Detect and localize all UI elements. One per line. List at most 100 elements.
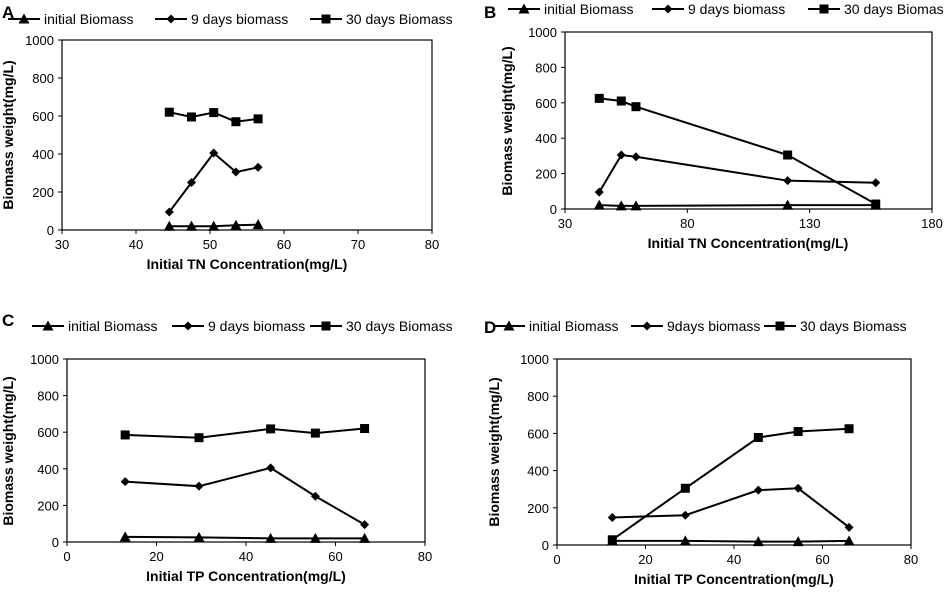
data-point-diamond xyxy=(594,187,604,197)
legend-marker-diamond xyxy=(183,321,193,331)
data-point-diamond xyxy=(753,485,763,495)
series-line-square xyxy=(611,427,850,541)
y-tick-label: 400 xyxy=(527,464,549,479)
legend-label: 30 days Biomass xyxy=(346,11,453,27)
legend-marker-diamond xyxy=(166,14,176,24)
data-point-diamond xyxy=(164,207,174,217)
x-tick-label: 0 xyxy=(553,552,560,567)
y-tick-label: 800 xyxy=(535,60,557,75)
x-axis-label: Initial TN Concentration(mg/L) xyxy=(648,235,849,251)
data-point-square xyxy=(187,112,196,122)
data-point-diamond xyxy=(680,510,690,520)
data-point-diamond xyxy=(209,148,219,158)
data-point-triangle xyxy=(679,535,691,546)
y-tick-label: 400 xyxy=(535,131,557,146)
data-point-square xyxy=(844,424,854,434)
data-point-triangle xyxy=(359,532,371,543)
data-point-square xyxy=(594,93,604,103)
x-tick-label: 20 xyxy=(149,549,163,564)
data-point-diamond xyxy=(231,167,241,177)
data-point-diamond xyxy=(607,512,617,522)
data-point-square xyxy=(793,427,803,437)
x-axis-label: Initial TP Concentration(mg/L) xyxy=(634,571,834,587)
x-tick-label: 20 xyxy=(638,552,652,567)
data-point-triangle xyxy=(630,200,642,211)
data-point-diamond xyxy=(310,491,320,501)
data-point-triangle xyxy=(230,219,242,230)
series-line-diamond xyxy=(168,151,259,213)
data-point-square xyxy=(164,107,174,117)
legend-label: 9 days biomass xyxy=(191,11,288,27)
data-point-square xyxy=(253,114,263,124)
data-point-diamond xyxy=(793,483,803,493)
legend-label: 9days biomass xyxy=(667,318,760,334)
data-point-square xyxy=(631,102,641,112)
y-axis-label: Biomass weight(mg/L) xyxy=(0,60,16,209)
data-point-square xyxy=(231,117,241,127)
y-tick-label: 200 xyxy=(32,185,54,200)
y-tick-label: 1000 xyxy=(25,33,54,48)
data-point-triangle xyxy=(186,220,197,231)
data-point-square xyxy=(360,424,370,434)
data-point-square xyxy=(607,535,617,545)
panel-letter: A xyxy=(2,3,14,22)
y-axis-label: Biomass weight(mg/L) xyxy=(499,46,515,195)
y-tick-label: 800 xyxy=(32,71,54,86)
x-tick-label: 80 xyxy=(425,237,439,252)
y-tick-label: 600 xyxy=(32,109,54,124)
series-line-triangle xyxy=(125,535,365,540)
y-tick-label: 0 xyxy=(550,202,557,217)
data-point-triangle xyxy=(782,199,794,210)
legend-label: 9 days biomass xyxy=(208,318,305,334)
panel-letter: B xyxy=(484,3,496,22)
data-point-triangle xyxy=(208,220,220,231)
data-point-diamond xyxy=(844,522,854,532)
x-tick-label: 70 xyxy=(351,237,365,252)
legend-label: initial Biomass xyxy=(68,318,157,334)
legend-marker-diamond xyxy=(642,321,652,331)
x-tick-label: 60 xyxy=(328,549,342,564)
data-point-triangle xyxy=(193,531,205,542)
legend-label: initial Biomass xyxy=(544,1,633,17)
data-point-square xyxy=(680,483,690,493)
y-tick-label: 400 xyxy=(32,147,54,162)
x-tick-label: 80 xyxy=(418,549,432,564)
panel-letter: D xyxy=(484,318,496,337)
legend-marker-square xyxy=(819,4,829,14)
data-point-diamond xyxy=(360,520,370,530)
x-tick-label: 0 xyxy=(63,549,70,564)
plot-frame xyxy=(66,358,426,543)
y-tick-label: 600 xyxy=(37,425,59,440)
y-tick-label: 0 xyxy=(52,535,59,550)
x-tick-label: 80 xyxy=(680,216,694,231)
legend-marker-triangle xyxy=(503,320,515,331)
data-point-diamond xyxy=(187,178,196,187)
legend-label: 30 days Biomass xyxy=(844,1,944,17)
y-axis-label: Biomass weight(mg/L) xyxy=(0,376,16,525)
y-tick-label: 1000 xyxy=(528,25,557,40)
data-point-square xyxy=(194,433,204,443)
data-point-diamond xyxy=(266,463,276,473)
data-point-diamond xyxy=(194,481,204,491)
y-tick-label: 400 xyxy=(37,462,59,477)
y-tick-label: 200 xyxy=(37,498,59,513)
data-point-triangle xyxy=(119,531,131,542)
series-line-square xyxy=(599,97,877,205)
y-tick-label: 800 xyxy=(527,389,549,404)
legend-marker-square xyxy=(775,321,785,331)
legend-label: 9 days biomass xyxy=(688,1,785,17)
data-point-triangle xyxy=(792,536,804,547)
data-point-diamond xyxy=(120,477,130,487)
x-tick-label: 40 xyxy=(129,237,143,252)
y-tick-label: 800 xyxy=(37,389,59,404)
data-point-triangle xyxy=(615,200,627,211)
data-point-triangle xyxy=(163,220,175,231)
x-tick-label: 180 xyxy=(921,216,943,231)
data-point-square xyxy=(310,428,320,438)
legend-label: initial Biomass xyxy=(529,318,618,334)
y-tick-label: 200 xyxy=(535,167,557,182)
data-point-triangle xyxy=(593,199,605,210)
x-tick-label: 60 xyxy=(277,237,291,252)
